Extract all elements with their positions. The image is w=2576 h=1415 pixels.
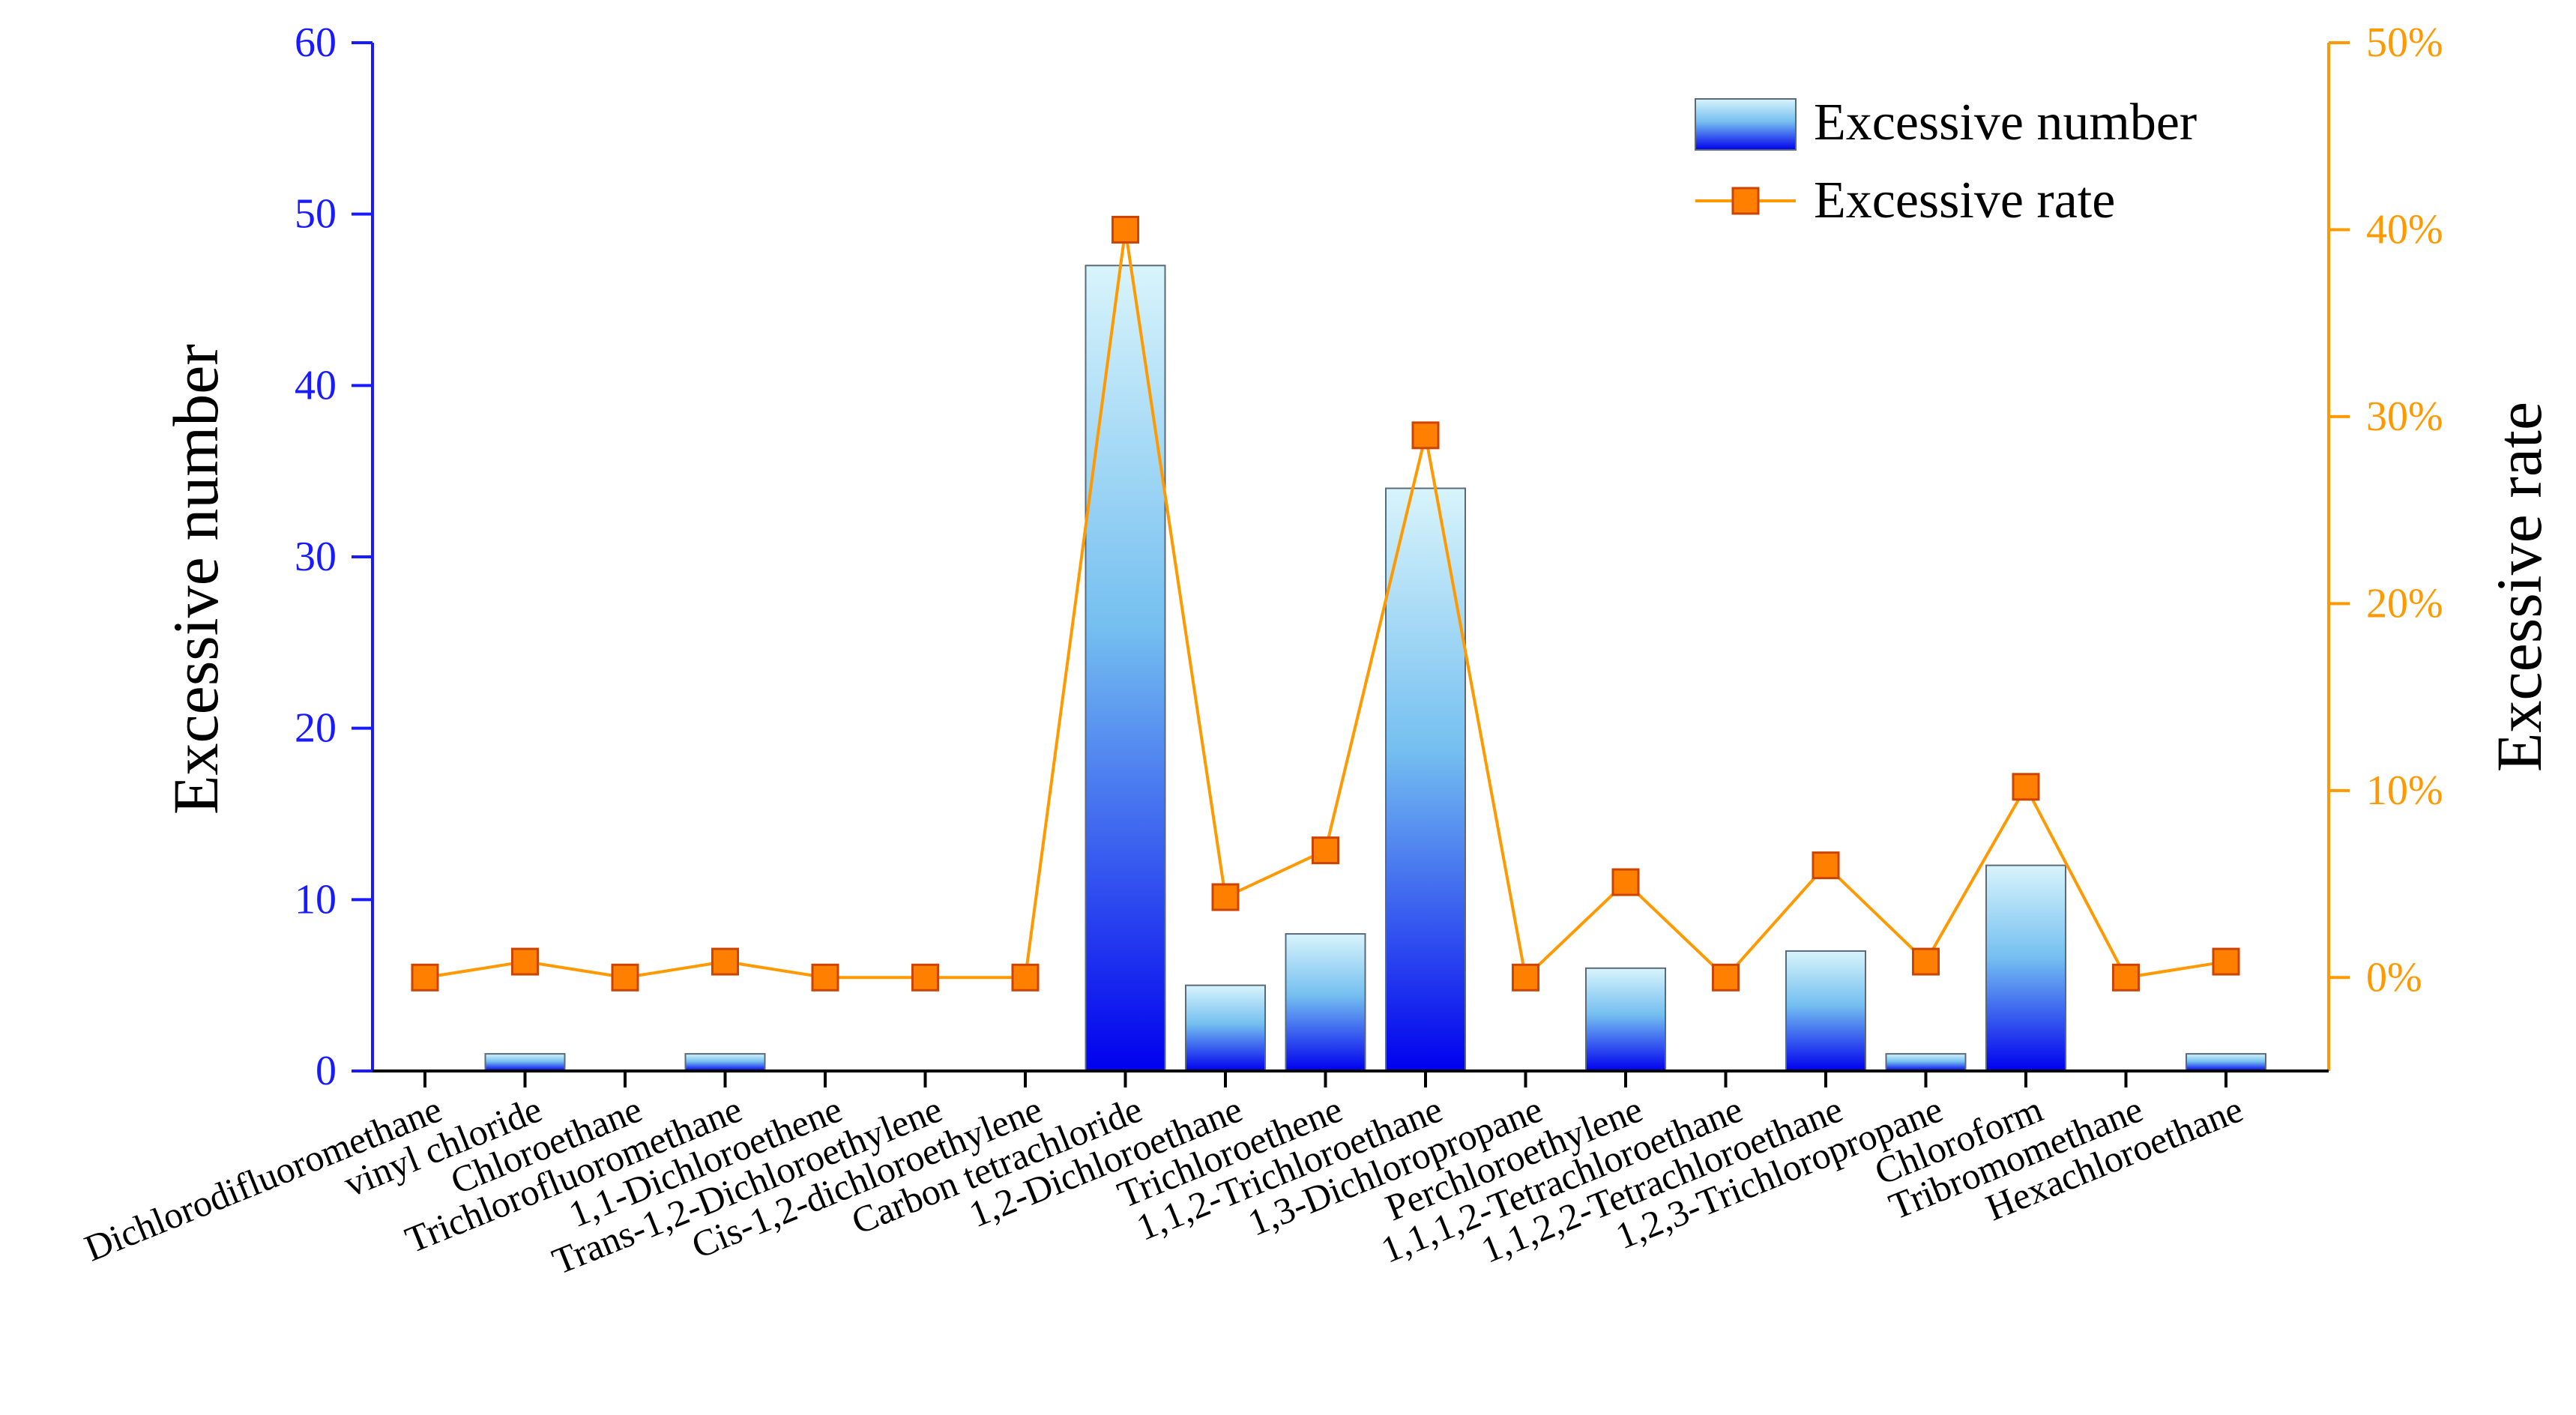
bar [684,1053,766,1072]
rate-marker [1812,851,1840,880]
left-tick-label: 0 [316,1048,337,1094]
rate-marker [411,963,439,992]
rate-marker [2212,947,2240,976]
legend: Excessive number Excessive rate [1695,94,2197,229]
right-tick-label: 0% [2366,954,2422,1001]
bars-layer [484,265,2266,1072]
bar [1085,265,1166,1072]
rate-marker [511,947,539,976]
rate-marker [1512,963,1539,992]
right-tick-label: 10% [2366,767,2443,814]
bar [1285,933,1366,1072]
axes-layer: 0 10 20 30 40 50 60 0% 10% 20% 30% 40% 50% Excessive … [160,19,2555,1094]
rate-marker [1912,947,1940,976]
right-axis-title: Excessive rate [2483,402,2555,772]
bar [484,1053,566,1072]
rate-marker [2112,963,2140,992]
rate-marker [1712,963,1740,992]
left-tick-label: 30 [295,534,337,580]
left-tick-label: 20 [295,705,337,752]
bar [2186,1053,2266,1072]
bar [1885,1053,1967,1072]
right-tick-label: 30% [2366,393,2443,440]
rate-marker [1211,883,1240,911]
left-axis-title: Excessive number [160,344,232,815]
legend-marker-swatch [1731,187,1760,215]
rate-marker [2012,773,2040,801]
right-tick-label: 40% [2366,206,2443,253]
bar [1185,984,1266,1072]
bar [1585,967,1666,1072]
left-tick-label: 40 [295,362,337,408]
bar [1385,487,1466,1072]
rate-line [424,229,2227,981]
left-tick-label: 60 [295,19,337,66]
left-tick-label: 50 [295,191,337,238]
right-tick-label: 50% [2366,19,2443,66]
rate-line-layer [411,215,2240,992]
rate-marker [811,963,839,992]
left-tick-label: 10 [295,876,337,923]
legend-bar-swatch [1695,98,1797,151]
rate-marker [911,963,939,992]
rate-marker [1611,868,1640,896]
rate-marker [1111,215,1139,244]
right-tick-label: 20% [2366,580,2443,627]
rate-marker [611,963,639,992]
rate-marker [1312,836,1339,865]
bar [1785,950,1866,1072]
legend-label-rate: Excessive rate [1814,172,2115,229]
bar [1985,864,2066,1072]
rate-marker [1411,421,1440,450]
rate-marker [711,947,739,976]
rate-marker [1011,963,1040,992]
legend-label-number: Excessive number [1814,94,2197,151]
